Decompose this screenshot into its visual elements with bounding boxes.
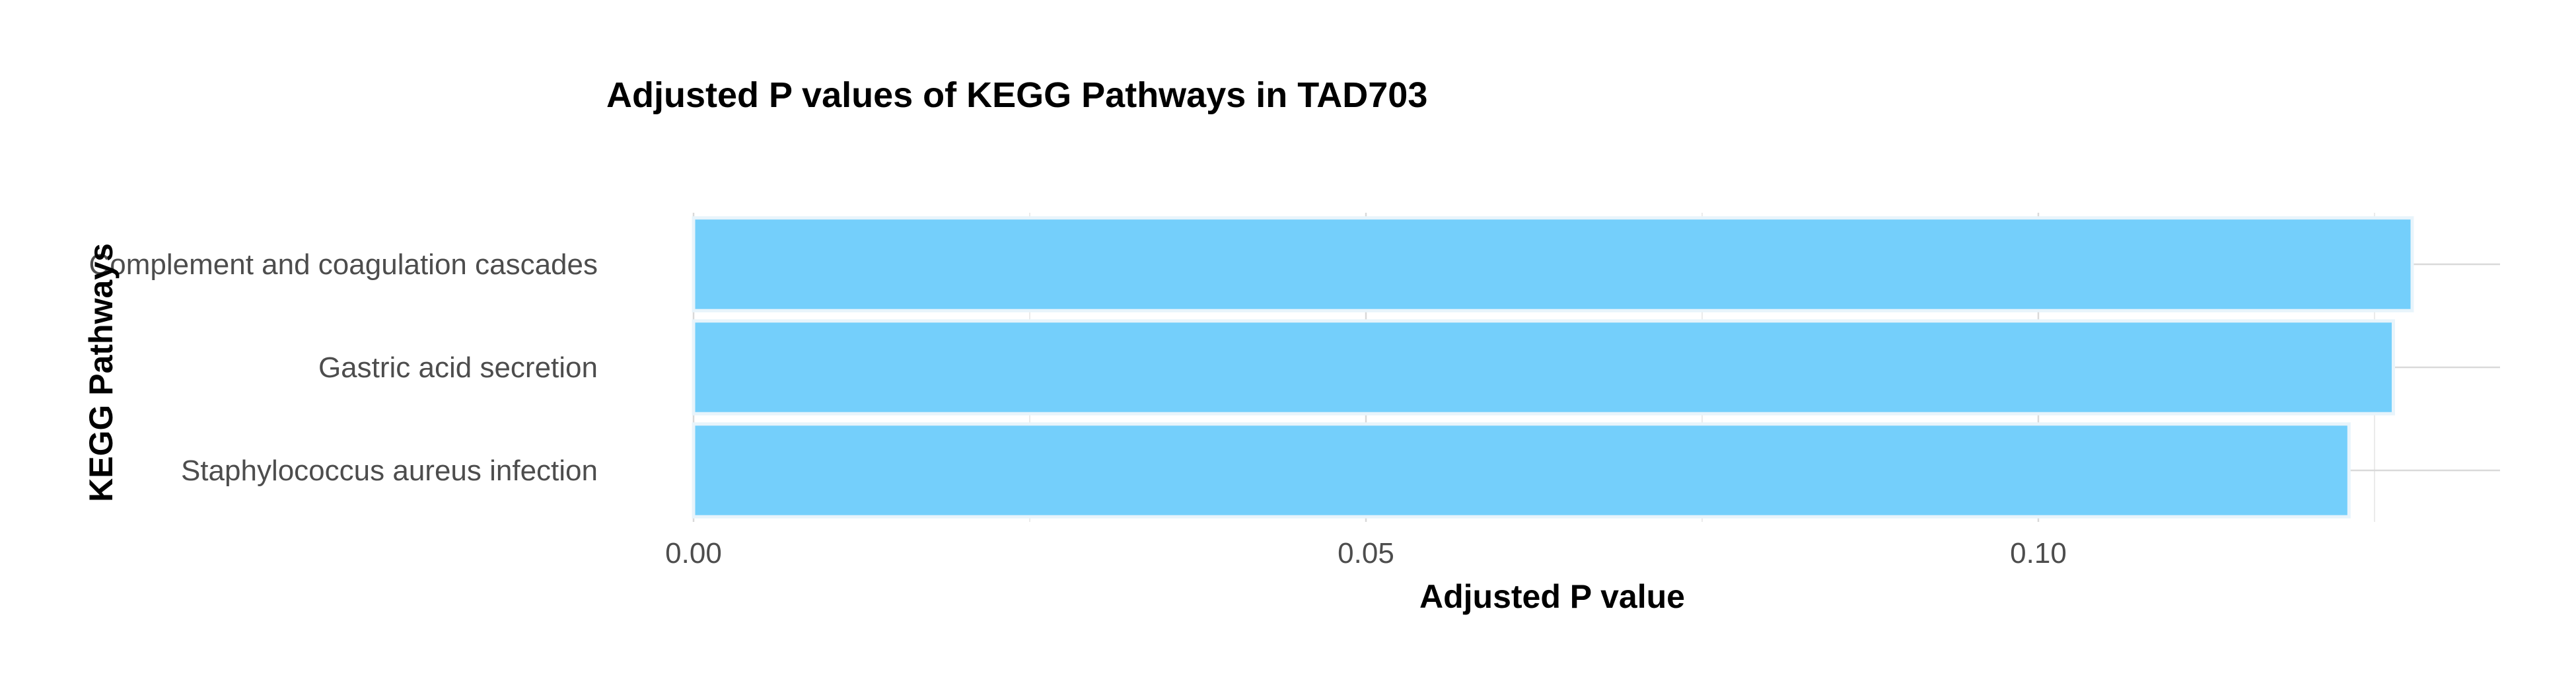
bar-1 bbox=[692, 319, 2396, 416]
x-axis-title: Adjusted P value bbox=[1419, 578, 1685, 615]
y-axis-tick-labels: Complement and coagulation cascades Gastr… bbox=[89, 248, 598, 487]
x-tick-label-0: 0.00 bbox=[665, 537, 722, 569]
x-tick-label-2: 0.10 bbox=[2010, 537, 2067, 569]
y-tick-label-0: Complement and coagulation cascades bbox=[89, 248, 598, 281]
bars bbox=[692, 216, 2414, 519]
bar-2 bbox=[692, 422, 2351, 519]
chart-title: Adjusted P values of KEGG Pathways in TA… bbox=[606, 75, 1427, 115]
y-axis-title: KEGG Pathways bbox=[83, 243, 120, 502]
y-tick-label-2: Staphylococcus aureus infection bbox=[181, 455, 598, 487]
x-axis-tick-labels: 0.00 0.05 0.10 bbox=[665, 537, 2067, 569]
y-tick-label-1: Gastric acid secretion bbox=[318, 351, 598, 384]
x-tick-label-1: 0.05 bbox=[1338, 537, 1394, 569]
bar-0 bbox=[692, 216, 2414, 312]
